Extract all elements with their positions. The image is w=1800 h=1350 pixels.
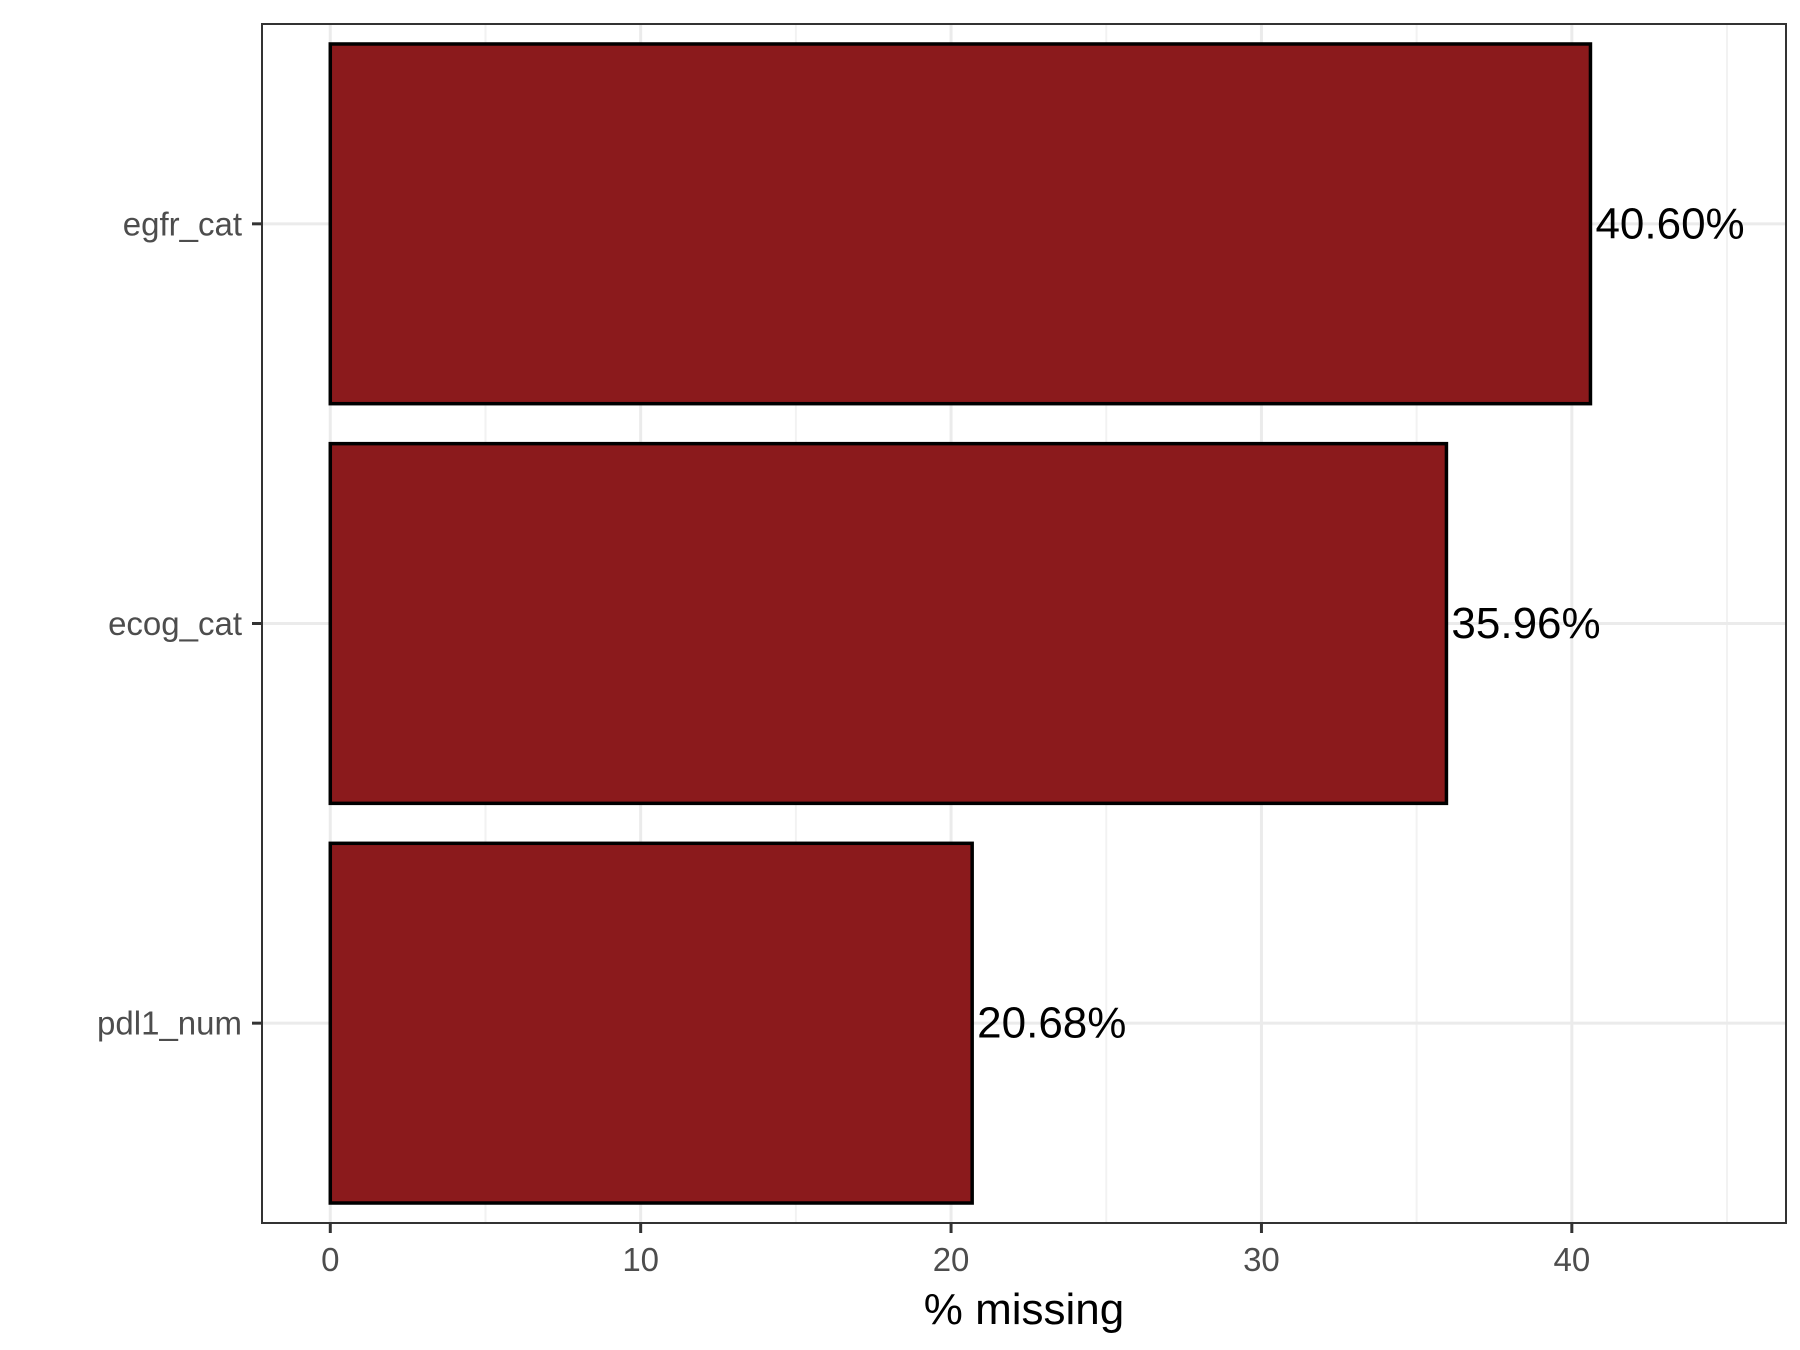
- x-tick-label: 40: [1553, 1241, 1590, 1278]
- x-tick-label: 10: [622, 1241, 659, 1278]
- y-axis: egfr_cat ecog_cat pdl1_num: [97, 205, 262, 1042]
- x-tick-label: 30: [1243, 1241, 1280, 1278]
- bar-ecog_cat: [328, 441, 1449, 806]
- y-tick-label-egfr_cat: egfr_cat: [123, 205, 242, 242]
- data-label-pdl1_num: 20.68%: [977, 999, 1126, 1048]
- y-tick-label-ecog_cat: ecog_cat: [108, 605, 242, 642]
- bar-egfr_cat: [328, 42, 1593, 406]
- bar-pdl1_num: [328, 841, 974, 1205]
- x-axis: 0 10 20 30 40: [321, 1223, 1590, 1278]
- x-tick-label: 20: [933, 1241, 970, 1278]
- data-label-egfr_cat: 40.60%: [1595, 199, 1744, 248]
- bar-layer: [328, 42, 1593, 1205]
- data-label-ecog_cat: 35.96%: [1451, 599, 1600, 648]
- y-tick-label-pdl1_num: pdl1_num: [97, 1005, 242, 1042]
- x-axis-title: % missing: [924, 1285, 1125, 1334]
- x-tick-label: 0: [321, 1241, 339, 1278]
- data-label-layer: 40.60% 35.96% 20.68%: [977, 199, 1745, 1047]
